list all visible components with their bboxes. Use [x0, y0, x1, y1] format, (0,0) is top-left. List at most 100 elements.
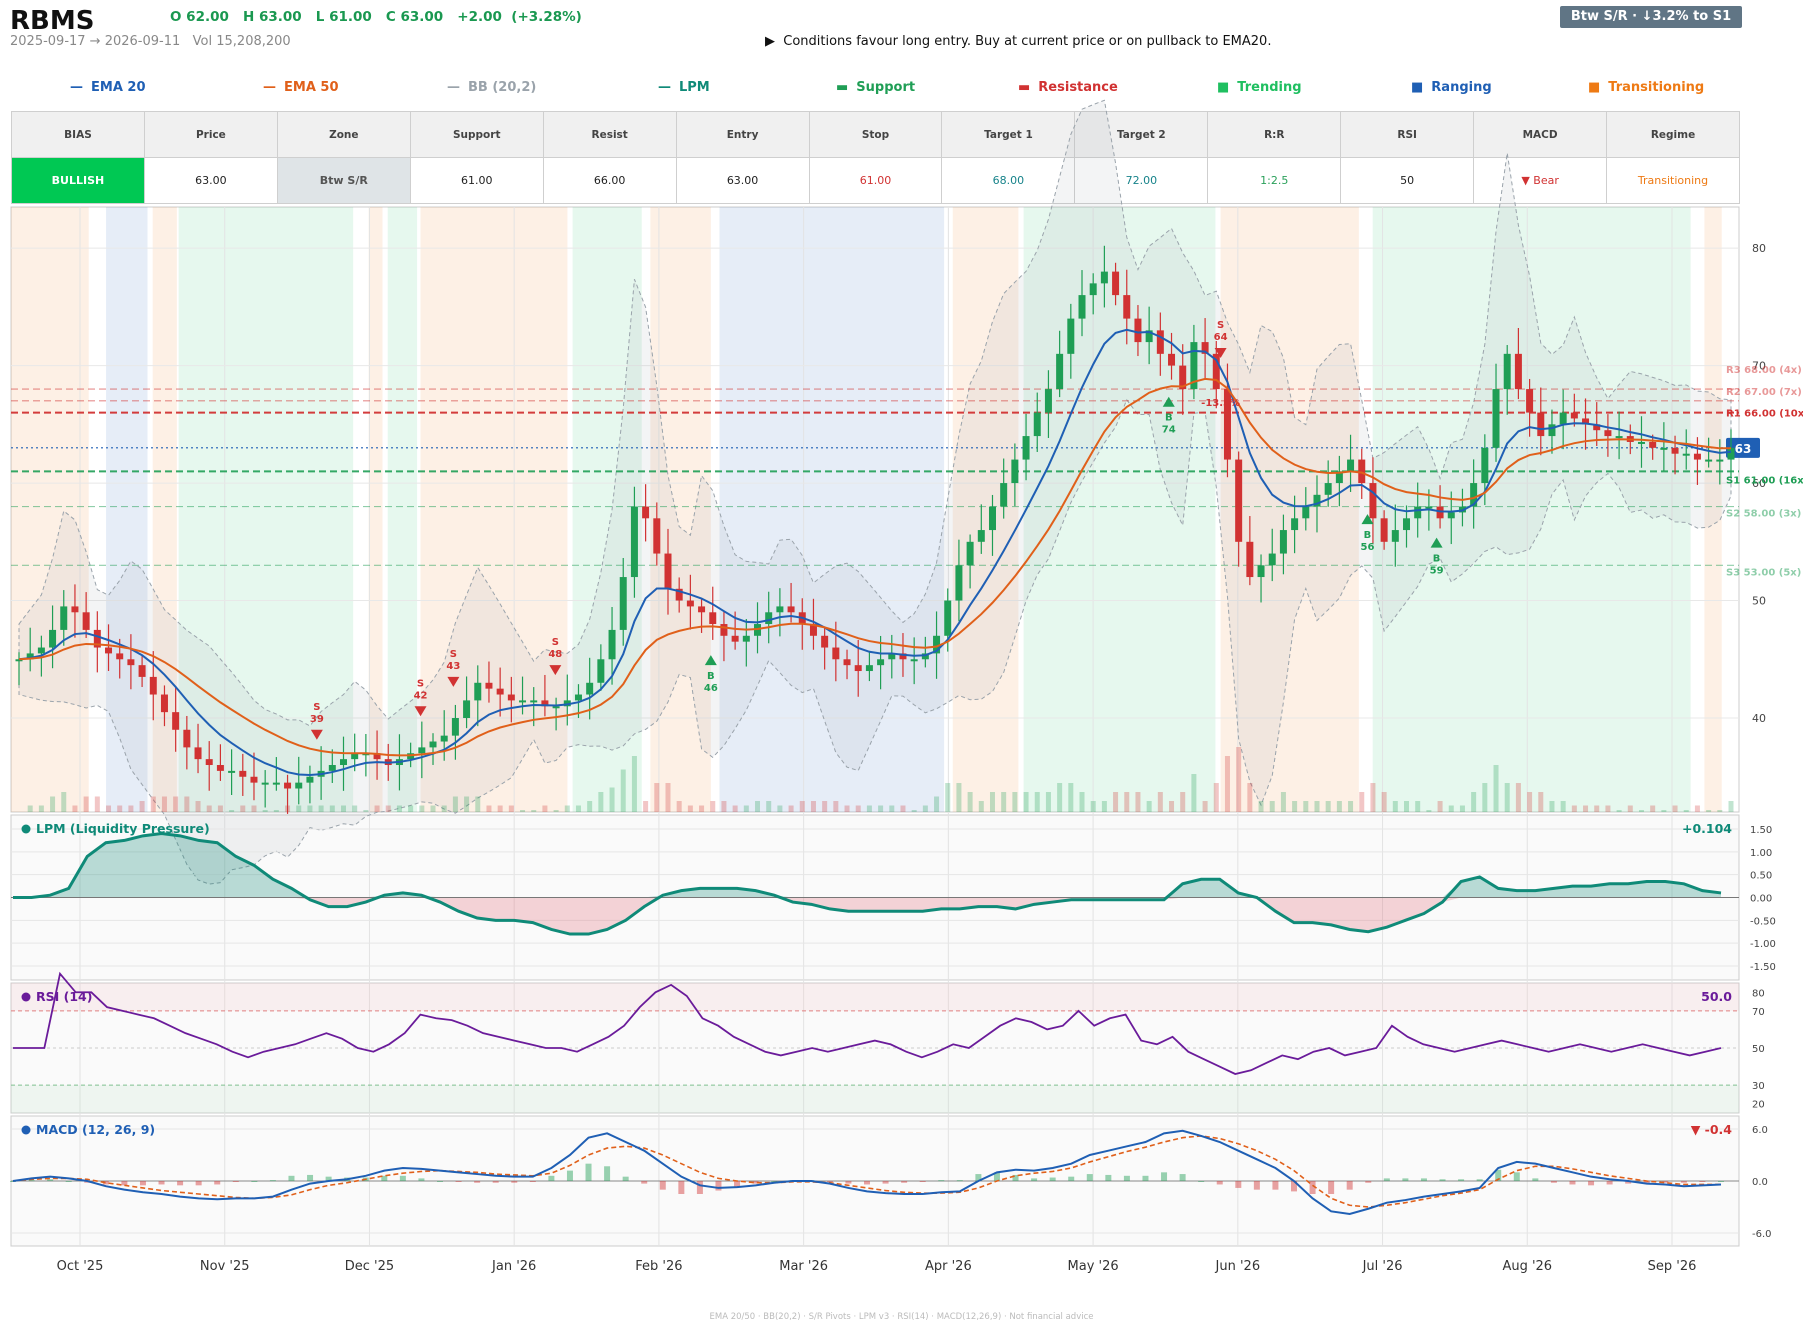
volume-bar — [1594, 805, 1600, 812]
x-tick-label: Feb '26 — [635, 1259, 682, 1274]
candle-body — [440, 735, 448, 742]
sell-signal-value: 39 — [310, 714, 324, 725]
candle-body — [138, 665, 146, 677]
volume-bar — [1280, 792, 1286, 812]
macd-histogram-bar — [1068, 1176, 1075, 1181]
volume-bar — [206, 805, 212, 812]
volume-bar — [564, 805, 570, 812]
macd-histogram-bar — [882, 1181, 889, 1184]
candle-body — [1168, 353, 1176, 366]
volume-bar — [587, 801, 593, 812]
candle-body — [1414, 506, 1422, 519]
candle-body — [1604, 430, 1612, 437]
legend-item-ranging: ■ Ranging — [1411, 80, 1492, 95]
macd-histogram-bar — [251, 1181, 258, 1182]
volume-bar — [1135, 792, 1141, 812]
volume-bar — [173, 796, 179, 812]
macd-histogram-bar — [1625, 1181, 1632, 1184]
sell-signal-value: 42 — [414, 690, 428, 701]
candle-body — [172, 712, 180, 730]
candle-body — [899, 653, 907, 660]
date-volume-readout: 2025-09-17 → 2026-09-11 Vol 15,208,200 — [10, 34, 291, 49]
legend-marker: ▬ — [836, 80, 849, 95]
summary-value-r-r: 1:2.5 — [1207, 157, 1342, 204]
macd-histogram-bar — [1532, 1178, 1539, 1181]
candle-body — [653, 518, 661, 554]
candle-body — [1391, 530, 1399, 542]
volume-bar — [38, 805, 44, 812]
volume-bar — [1348, 801, 1354, 812]
volume-bar — [385, 805, 391, 812]
candle-body — [463, 700, 471, 719]
candle-body — [351, 753, 359, 760]
volume-bar — [1124, 792, 1130, 812]
macd-histogram-bar — [437, 1181, 443, 1182]
volume-bar — [721, 801, 727, 812]
candle-body — [910, 659, 918, 662]
candle-body — [552, 706, 560, 709]
lpm-negative-area — [13, 897, 1721, 935]
volume-bar — [889, 805, 895, 812]
volume-bar — [844, 805, 850, 812]
macd-histogram-bar — [1513, 1172, 1520, 1181]
volume-bar — [1404, 801, 1410, 812]
candle-body — [1078, 295, 1086, 319]
macd-histogram-bar — [139, 1181, 146, 1186]
volume-bar — [676, 801, 682, 812]
buy-signal-marker — [1430, 537, 1443, 548]
macd-histogram-bar — [1031, 1178, 1038, 1181]
buy-signal-marker — [1162, 396, 1175, 407]
candle-body — [720, 624, 728, 636]
volume-bar — [1415, 801, 1421, 812]
candle-body — [776, 606, 784, 613]
volume-bar — [710, 801, 716, 812]
volume-bar — [1224, 756, 1230, 812]
candle-body — [698, 606, 706, 613]
candle-body — [116, 653, 124, 660]
volume-bar — [1638, 810, 1644, 812]
summary-value-regime: Transitioning — [1606, 157, 1740, 204]
summary-header-target-2: Target 2 — [1074, 111, 1209, 158]
volume-bar — [1258, 801, 1264, 812]
resistance-label: R3 68.00 (4x) — [1726, 365, 1802, 376]
volume-bar — [128, 805, 134, 812]
volume-bar — [1527, 792, 1533, 812]
candle-body — [1089, 283, 1097, 296]
candle-body — [821, 635, 829, 648]
candle-body — [988, 506, 996, 531]
volume-bar — [643, 801, 649, 812]
y-tick-label: 50 — [1752, 595, 1766, 608]
volume-bar — [1661, 810, 1667, 812]
rsi-title: RSI (14) — [36, 989, 92, 1004]
macd-histogram-bar — [1179, 1174, 1186, 1181]
volume-bar — [195, 801, 201, 812]
volume-bar — [486, 805, 492, 812]
candle-body — [1637, 441, 1645, 444]
summary-value-zone: Btw S/R — [276, 157, 411, 204]
x-tick-label: May '26 — [1068, 1259, 1119, 1274]
candle-body — [966, 541, 974, 566]
lpm-tick-label: 0.50 — [1750, 871, 1772, 882]
macd-histogram-bar — [993, 1172, 1000, 1181]
volume-bar — [307, 805, 313, 812]
volume-bar — [1549, 801, 1555, 812]
candle-body — [71, 606, 79, 613]
volume-bar — [1538, 792, 1544, 812]
volume-bar — [1717, 810, 1723, 812]
candle-body — [1593, 424, 1601, 431]
candle-body — [1347, 459, 1355, 472]
macd-tick-label: 0.0 — [1752, 1177, 1768, 1188]
candle-body — [888, 653, 896, 660]
volume-bar — [900, 805, 906, 812]
bollinger-band — [18, 99, 1732, 885]
macd-histogram-bar — [474, 1181, 481, 1183]
regime-band-transitioning — [420, 207, 568, 812]
volume-bar — [1381, 792, 1387, 812]
macd-histogram-bar — [734, 1181, 741, 1188]
candle-body — [250, 776, 258, 783]
volume-bar — [922, 805, 928, 812]
macd-histogram-bar — [529, 1181, 536, 1182]
macd-histogram-bar — [288, 1175, 295, 1181]
rsi-oversold-zone — [11, 1085, 1739, 1113]
candle-body — [1537, 412, 1545, 437]
